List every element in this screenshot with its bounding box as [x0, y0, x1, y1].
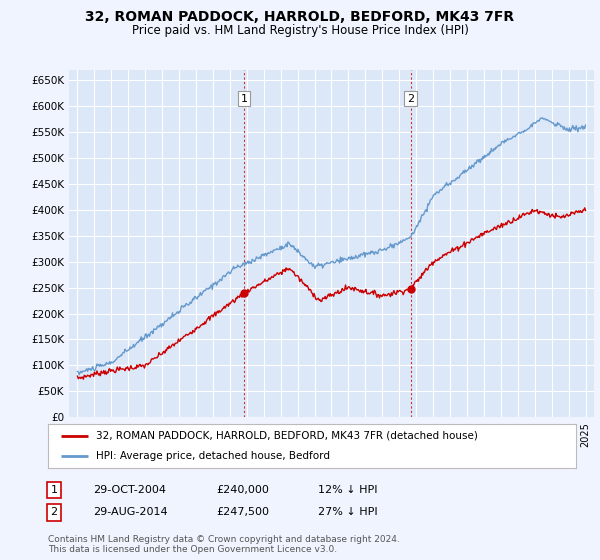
Text: 27% ↓ HPI: 27% ↓ HPI [318, 507, 377, 517]
Text: 29-OCT-2004: 29-OCT-2004 [93, 485, 166, 495]
Text: 32, ROMAN PADDOCK, HARROLD, BEDFORD, MK43 7FR: 32, ROMAN PADDOCK, HARROLD, BEDFORD, MK4… [85, 10, 515, 24]
Text: 1: 1 [50, 485, 58, 495]
Text: 2: 2 [50, 507, 58, 517]
Text: Price paid vs. HM Land Registry's House Price Index (HPI): Price paid vs. HM Land Registry's House … [131, 24, 469, 36]
Text: 1: 1 [241, 94, 247, 104]
Text: 2: 2 [407, 94, 414, 104]
Text: HPI: Average price, detached house, Bedford: HPI: Average price, detached house, Bedf… [95, 451, 329, 461]
Text: 29-AUG-2014: 29-AUG-2014 [93, 507, 167, 517]
Text: £240,000: £240,000 [216, 485, 269, 495]
Text: Contains HM Land Registry data © Crown copyright and database right 2024.
This d: Contains HM Land Registry data © Crown c… [48, 535, 400, 554]
Text: £247,500: £247,500 [216, 507, 269, 517]
Text: 12% ↓ HPI: 12% ↓ HPI [318, 485, 377, 495]
Text: 32, ROMAN PADDOCK, HARROLD, BEDFORD, MK43 7FR (detached house): 32, ROMAN PADDOCK, HARROLD, BEDFORD, MK4… [95, 431, 478, 441]
